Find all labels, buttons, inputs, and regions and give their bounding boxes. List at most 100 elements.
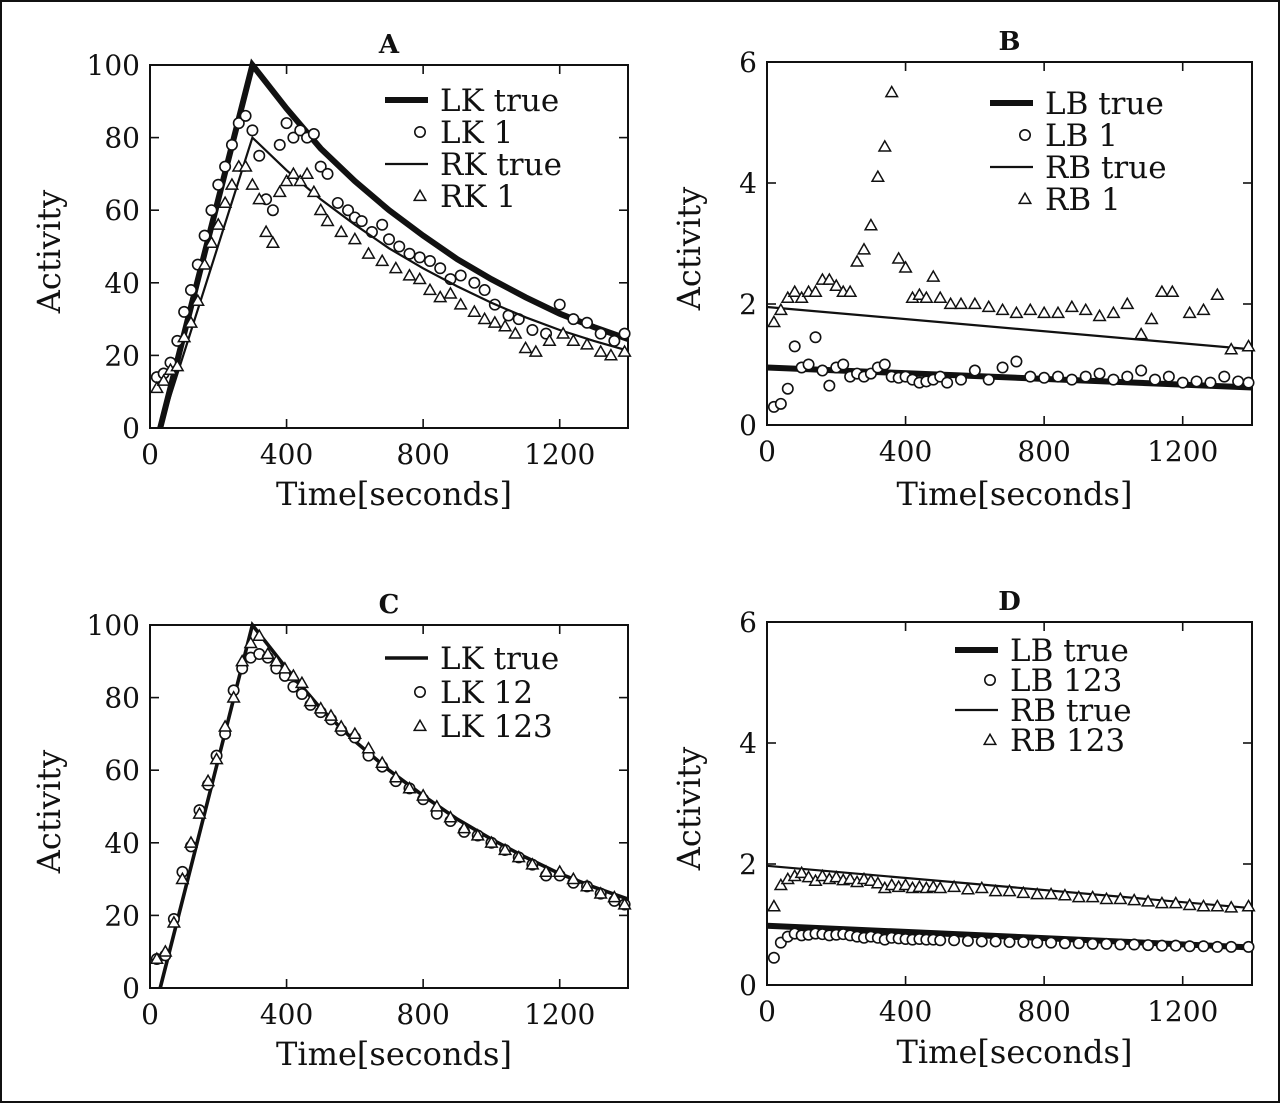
panel-a-plot-frame [149, 64, 629, 429]
panel-b-y-axis-title: Activity [670, 187, 708, 311]
panel-c-series-lk-123-point [416, 788, 431, 801]
panel-d-series-rb-123-point [1099, 891, 1114, 905]
panel-d-series-rb-123-point [898, 877, 913, 891]
panel-b-series-rb-1-point [863, 218, 879, 231]
panel-b-series-rb-1-point [773, 302, 788, 316]
panel-a-series-rk-1-point [279, 173, 294, 187]
panel-c-series-lk-12-point [295, 687, 308, 700]
panel-a-legend-rk-true-label: RK true [440, 147, 562, 183]
panel-a-series-rk-1-point [497, 319, 513, 332]
panel-b-series-rb-1-point [849, 254, 865, 267]
panel-d-series-lb-123-point [1100, 937, 1113, 950]
panel-b-series-rb-1-point [856, 242, 872, 255]
panel-b-series-rb-1-point [884, 84, 899, 98]
panel-d-y-tick-label: 6 [739, 606, 757, 639]
panel-b-series-lb-1-point [1204, 376, 1217, 389]
panel-d-series-rb-123-point [1196, 899, 1211, 912]
panel-d-series-rb-123-point [1030, 886, 1045, 900]
panel-a: A 0 400 800 1200 0 20 40 60 80 100 Time[seconds] Act… [30, 30, 632, 513]
panel-a-series-rk-1-point [347, 231, 362, 245]
panel-b-series-lb-1-point [1107, 373, 1120, 386]
panel-d-series-rb-123-point [988, 883, 1003, 897]
panel-b-series-lb-1-point [1121, 370, 1134, 383]
panel-b-series-lb-1-point [968, 364, 981, 377]
panel-b-series-lb-1-point [996, 361, 1009, 374]
panel-d-series-rb-123-point [1113, 891, 1128, 905]
panel-b-x-tick-label: 0 [758, 435, 776, 468]
panel-a-series-rk-1-point [422, 282, 438, 296]
panel-a-series-rk-1-point [412, 271, 427, 285]
panel-a-y-tick-label: 80 [104, 122, 140, 155]
panel-b-series-lb-1-point [816, 364, 829, 377]
panel-d-x-tick-label: 800 [1017, 995, 1070, 1028]
panel-b-series-rb-1-point [829, 278, 844, 291]
panel-d-series-lb-123-point [767, 951, 780, 964]
panel-a-series-lk-1-point [253, 149, 266, 162]
panel-b-title: B [999, 27, 1021, 57]
panel-c-x-tick-label: 800 [396, 998, 449, 1031]
panel-c-series-lk-123-point [313, 701, 328, 714]
panel-c-series-lk-123-point [323, 708, 339, 721]
panel-d-series-rb-123-point [1057, 888, 1073, 901]
panel-a-y-axis-title: Activity [30, 190, 68, 314]
panel-a-series-rk-1-point [566, 333, 581, 346]
panel-c-legend-lk-true-label: LK true [440, 641, 559, 677]
panel-b-x-tick-label: 800 [1017, 435, 1070, 468]
panel-a-series-rk-1-point [183, 315, 199, 328]
panel-a-series-rk-1-point [204, 235, 219, 248]
panel-b-series-rb-1-point [933, 290, 948, 304]
panel-c-series-lk-123-point [497, 842, 513, 856]
panel-c-y-tick-label: 60 [104, 754, 140, 787]
panel-a-legend-lk-true-label: LK true [440, 83, 559, 119]
panel-a-series-rk-1-point [272, 184, 287, 198]
panel-c-legend-lk-123-swatch [412, 718, 428, 732]
panel-a-series-lk-1-point [376, 218, 389, 231]
panel-a-series-rk-1-point [375, 253, 390, 267]
panel-d-series-rb-123-point [870, 876, 885, 889]
panel-b-series-lb-1-point [1149, 373, 1162, 386]
panel-a-series-lk-1-point [393, 240, 406, 253]
panel-a-legend-rk-1-swatch [412, 188, 428, 202]
panel-b-series-rb-1-point [780, 290, 795, 304]
panel-a-series-rk-1-point [477, 311, 492, 325]
panel-d-series-rb-123-point [773, 877, 788, 891]
panel-b-series-lb-1-point [1093, 367, 1106, 380]
panel-a-series-lk-1-point [478, 284, 491, 297]
panel-a-series-lk-1-point [423, 255, 436, 268]
panel-d-series-lb-123-point [1072, 937, 1085, 950]
panel-b-series-rb-1-point [766, 314, 782, 328]
panel-a-series-rk-1-point [299, 166, 315, 179]
panel-a-x-tick-label: 1200 [524, 438, 595, 471]
panel-a-series-lk-1-point [184, 284, 197, 297]
panel-a-series-lk-1-point [266, 204, 279, 217]
panel-d-series-rb-123-point [1002, 883, 1017, 897]
panel-b-y-tick-label: 0 [739, 409, 757, 442]
panel-a-series-rk-1-point [542, 333, 557, 346]
panel-c-y-tick-label: 20 [104, 899, 140, 932]
panel-a-series-rk-1-point [218, 195, 233, 209]
panel-c-series-lk-123-point [175, 871, 190, 885]
panel-b-series-lb-1-point [1052, 370, 1065, 383]
panel-a-series-rk-1-point [402, 268, 417, 281]
panel-d-series-lb-123-point [1183, 940, 1196, 953]
panel-c-series-lk-123-point [402, 781, 417, 794]
panel-b-series-lb-1-point [941, 376, 954, 389]
panel-b-series-lb-1-point [954, 373, 967, 386]
panel-d-series-rb-123-point [1085, 889, 1100, 903]
panel-d-series-rb-123-point [843, 871, 858, 885]
panel-c-series-lk-123-point [538, 864, 554, 877]
panel-a-series-lk-1-point [246, 124, 259, 137]
panel-c-legend-lk-123-label: LK 123 [440, 709, 553, 745]
panel-c-series-lk-123-point [607, 889, 622, 903]
panel-b-y-tick-label: 2 [739, 288, 757, 321]
panel-a-x-tick-label: 800 [396, 438, 449, 471]
panel-a-series-lk-1-point [273, 138, 286, 151]
panel-a-series-rk-1-point [149, 380, 164, 394]
panel-c-series-lk-true-line [158, 621, 629, 989]
panel-a-series-rk-1-point [245, 177, 260, 190]
panel-b-plot-frame [766, 61, 1253, 426]
panel-c-series-lk-123-point [235, 653, 250, 667]
panel-a-legend-rk-1-label: RK 1 [440, 179, 516, 215]
panel-d-series-lb-123-point [1045, 936, 1058, 949]
